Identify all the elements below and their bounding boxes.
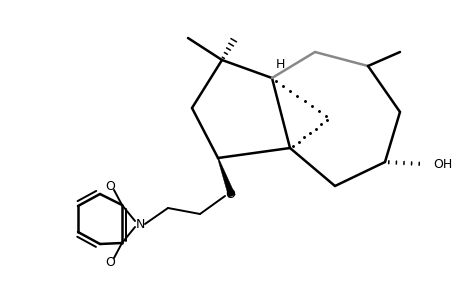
Text: O: O xyxy=(105,256,115,268)
Text: O: O xyxy=(105,179,115,193)
Text: O: O xyxy=(224,188,235,202)
Text: OH: OH xyxy=(432,158,451,170)
Text: H: H xyxy=(275,58,284,70)
Text: N: N xyxy=(135,218,145,230)
Polygon shape xyxy=(217,158,235,197)
